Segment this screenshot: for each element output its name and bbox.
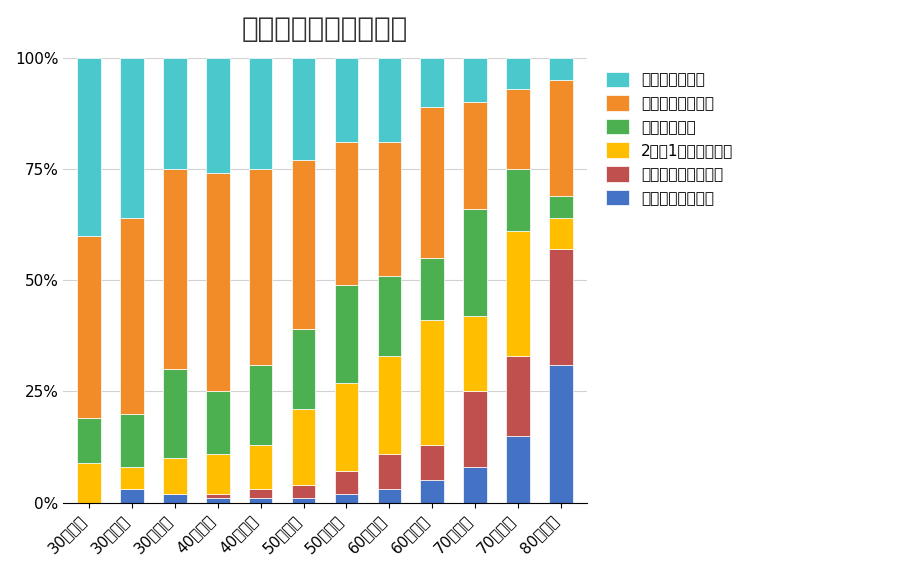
Bar	[249, 445, 273, 489]
Bar	[335, 472, 359, 494]
Bar	[550, 80, 573, 196]
Bar	[249, 58, 273, 169]
Bar	[77, 418, 100, 463]
Bar	[249, 489, 273, 498]
Bar	[163, 58, 186, 169]
Bar	[335, 383, 359, 472]
Bar	[377, 356, 401, 454]
Bar	[506, 89, 530, 169]
Bar	[335, 58, 359, 142]
Bar	[420, 445, 444, 480]
Bar	[464, 58, 487, 102]
Bar	[420, 480, 444, 502]
Bar	[77, 463, 100, 502]
Bar	[206, 494, 230, 498]
Bar	[291, 498, 315, 502]
Bar	[206, 454, 230, 494]
Bar	[163, 458, 186, 494]
Bar	[506, 436, 530, 502]
Bar	[77, 236, 100, 418]
Bar	[377, 454, 401, 489]
Bar	[506, 231, 530, 356]
Bar	[120, 218, 144, 413]
Bar	[506, 169, 530, 231]
Bar	[163, 169, 186, 369]
Bar	[550, 196, 573, 218]
Bar	[377, 58, 401, 142]
Legend: いつも硬くなる, しばしば硬くなる, 時々硬くなる, 2回に1回は硬くなる, あまり硬くならない, 全く硬くならない: いつも硬くなる, しばしば硬くなる, 時々硬くなる, 2回に1回は硬くなる, あ…	[599, 66, 739, 212]
Bar	[335, 285, 359, 383]
Bar	[464, 467, 487, 502]
Bar	[420, 320, 444, 445]
Bar	[550, 365, 573, 502]
Bar	[206, 391, 230, 454]
Bar	[420, 107, 444, 258]
Bar	[550, 218, 573, 249]
Bar	[420, 58, 444, 107]
Bar	[420, 258, 444, 320]
Bar	[120, 413, 144, 467]
Bar	[249, 498, 273, 502]
Bar	[377, 276, 401, 356]
Bar	[206, 58, 230, 174]
Bar	[163, 369, 186, 458]
Bar	[206, 174, 230, 391]
Bar	[550, 58, 573, 80]
Bar	[249, 365, 273, 445]
Bar	[291, 160, 315, 329]
Bar	[120, 58, 144, 218]
Bar	[506, 356, 530, 436]
Bar	[464, 391, 487, 467]
Bar	[206, 498, 230, 502]
Bar	[506, 58, 530, 89]
Bar	[249, 169, 273, 365]
Bar	[291, 485, 315, 498]
Bar	[377, 142, 401, 276]
Bar	[120, 489, 144, 502]
Bar	[291, 409, 315, 485]
Bar	[163, 494, 186, 502]
Bar	[550, 249, 573, 365]
Bar	[464, 102, 487, 209]
Bar	[464, 209, 487, 316]
Bar	[377, 489, 401, 502]
Bar	[120, 467, 144, 489]
Bar	[335, 142, 359, 285]
Bar	[291, 329, 315, 409]
Bar	[335, 494, 359, 502]
Bar	[291, 58, 315, 160]
Bar	[464, 316, 487, 391]
Bar	[77, 58, 100, 236]
Title: 陰茎硬度の年齢別推移: 陰茎硬度の年齢別推移	[242, 15, 408, 43]
